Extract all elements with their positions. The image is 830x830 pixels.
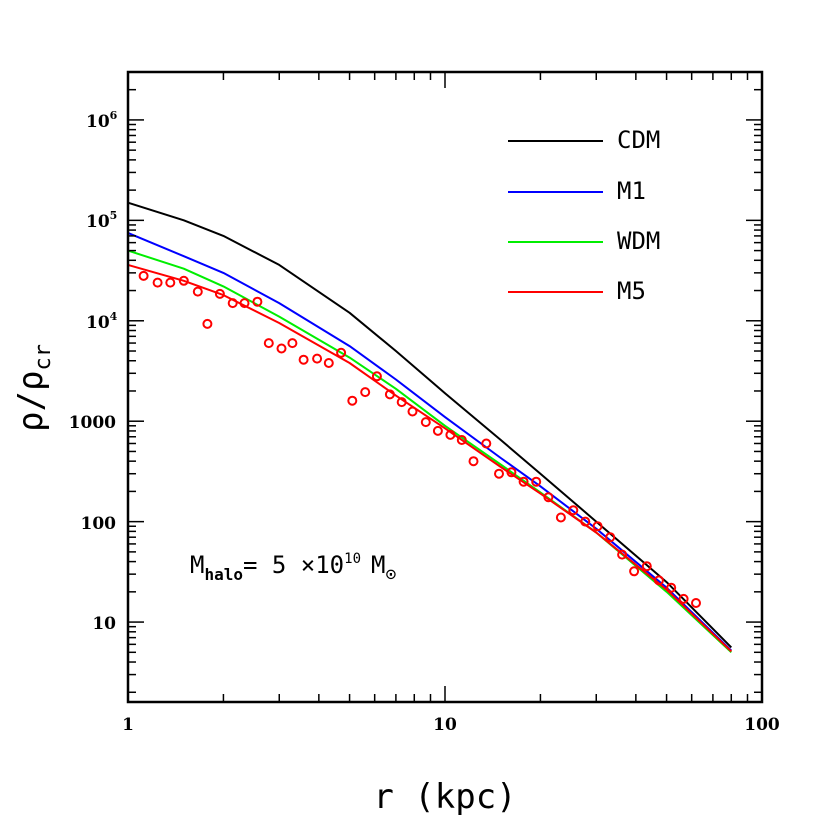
data-point	[494, 468, 504, 479]
legend: CDM M1 WDM M5	[508, 126, 660, 305]
data-point	[568, 505, 579, 516]
ticks-layer	[127, 71, 763, 702]
x-axis-label: r (kpc)	[373, 777, 516, 817]
data-point	[214, 288, 225, 299]
curves-layer	[127, 201, 733, 654]
data-point	[531, 476, 542, 487]
data-point	[617, 549, 628, 560]
data-point	[263, 338, 274, 349]
halo-mass-annotation: Mhalo= 5 ×1010 M⊙	[190, 551, 396, 585]
data-point	[227, 298, 238, 309]
data-point	[592, 521, 603, 532]
curve-m5	[127, 263, 732, 653]
data-point	[298, 354, 309, 365]
data-point	[287, 338, 298, 349]
data-point	[518, 476, 529, 487]
data-point	[555, 512, 566, 523]
y-tick-label-100: 100	[81, 514, 117, 534]
curve-wdm	[127, 249, 732, 654]
y-tick-label-1e6: 106	[86, 109, 118, 132]
data-point	[239, 298, 250, 309]
data-point	[481, 438, 492, 449]
plot-frame	[126, 70, 764, 704]
data-point	[371, 371, 382, 382]
legend-label-wdm: WDM	[617, 227, 660, 255]
data-point	[468, 456, 479, 467]
data-point	[506, 467, 517, 478]
data-point	[276, 343, 287, 354]
y-tick-label-1e4: 104	[86, 310, 118, 333]
data-point	[605, 532, 616, 543]
data-point	[360, 387, 371, 398]
x-tick-label-1: 1	[122, 715, 134, 735]
y-axis-label: ρ/ρcr	[11, 344, 56, 432]
y-tick-label-1000: 1000	[69, 413, 116, 433]
legend-label-cdm: CDM	[617, 126, 660, 154]
curve-cdm	[127, 201, 733, 649]
data-point	[384, 389, 395, 400]
x-tick-label-10: 10	[433, 715, 457, 735]
data-point	[629, 566, 640, 577]
data-point	[407, 406, 418, 417]
data-point	[323, 358, 334, 368]
data-point	[691, 598, 701, 608]
data-point	[641, 561, 652, 572]
data-point	[312, 353, 323, 364]
curve-m1	[127, 231, 732, 652]
data-point	[580, 516, 591, 527]
data-point	[543, 492, 554, 503]
data-point	[432, 425, 443, 436]
data-point	[420, 417, 431, 428]
data-point	[202, 318, 213, 329]
y-tick-label-10: 10	[92, 614, 116, 634]
data-point	[347, 395, 358, 406]
data-point	[336, 347, 347, 358]
x-tick-label-100: 100	[744, 715, 780, 735]
data-point	[192, 286, 203, 297]
data-point	[666, 582, 677, 593]
data-point	[653, 575, 664, 586]
data-points-layer	[138, 270, 701, 608]
data-point	[178, 275, 189, 286]
data-point	[678, 593, 689, 604]
data-point	[445, 429, 456, 440]
legend-label-m1: M1	[617, 177, 646, 205]
y-tick-label-1e5: 105	[86, 209, 117, 232]
data-point	[138, 270, 149, 281]
legend-label-m5: M5	[617, 277, 646, 305]
data-point	[396, 397, 407, 408]
data-point	[456, 435, 467, 445]
data-point	[252, 296, 263, 307]
data-point	[152, 277, 163, 288]
data-point	[165, 277, 176, 288]
